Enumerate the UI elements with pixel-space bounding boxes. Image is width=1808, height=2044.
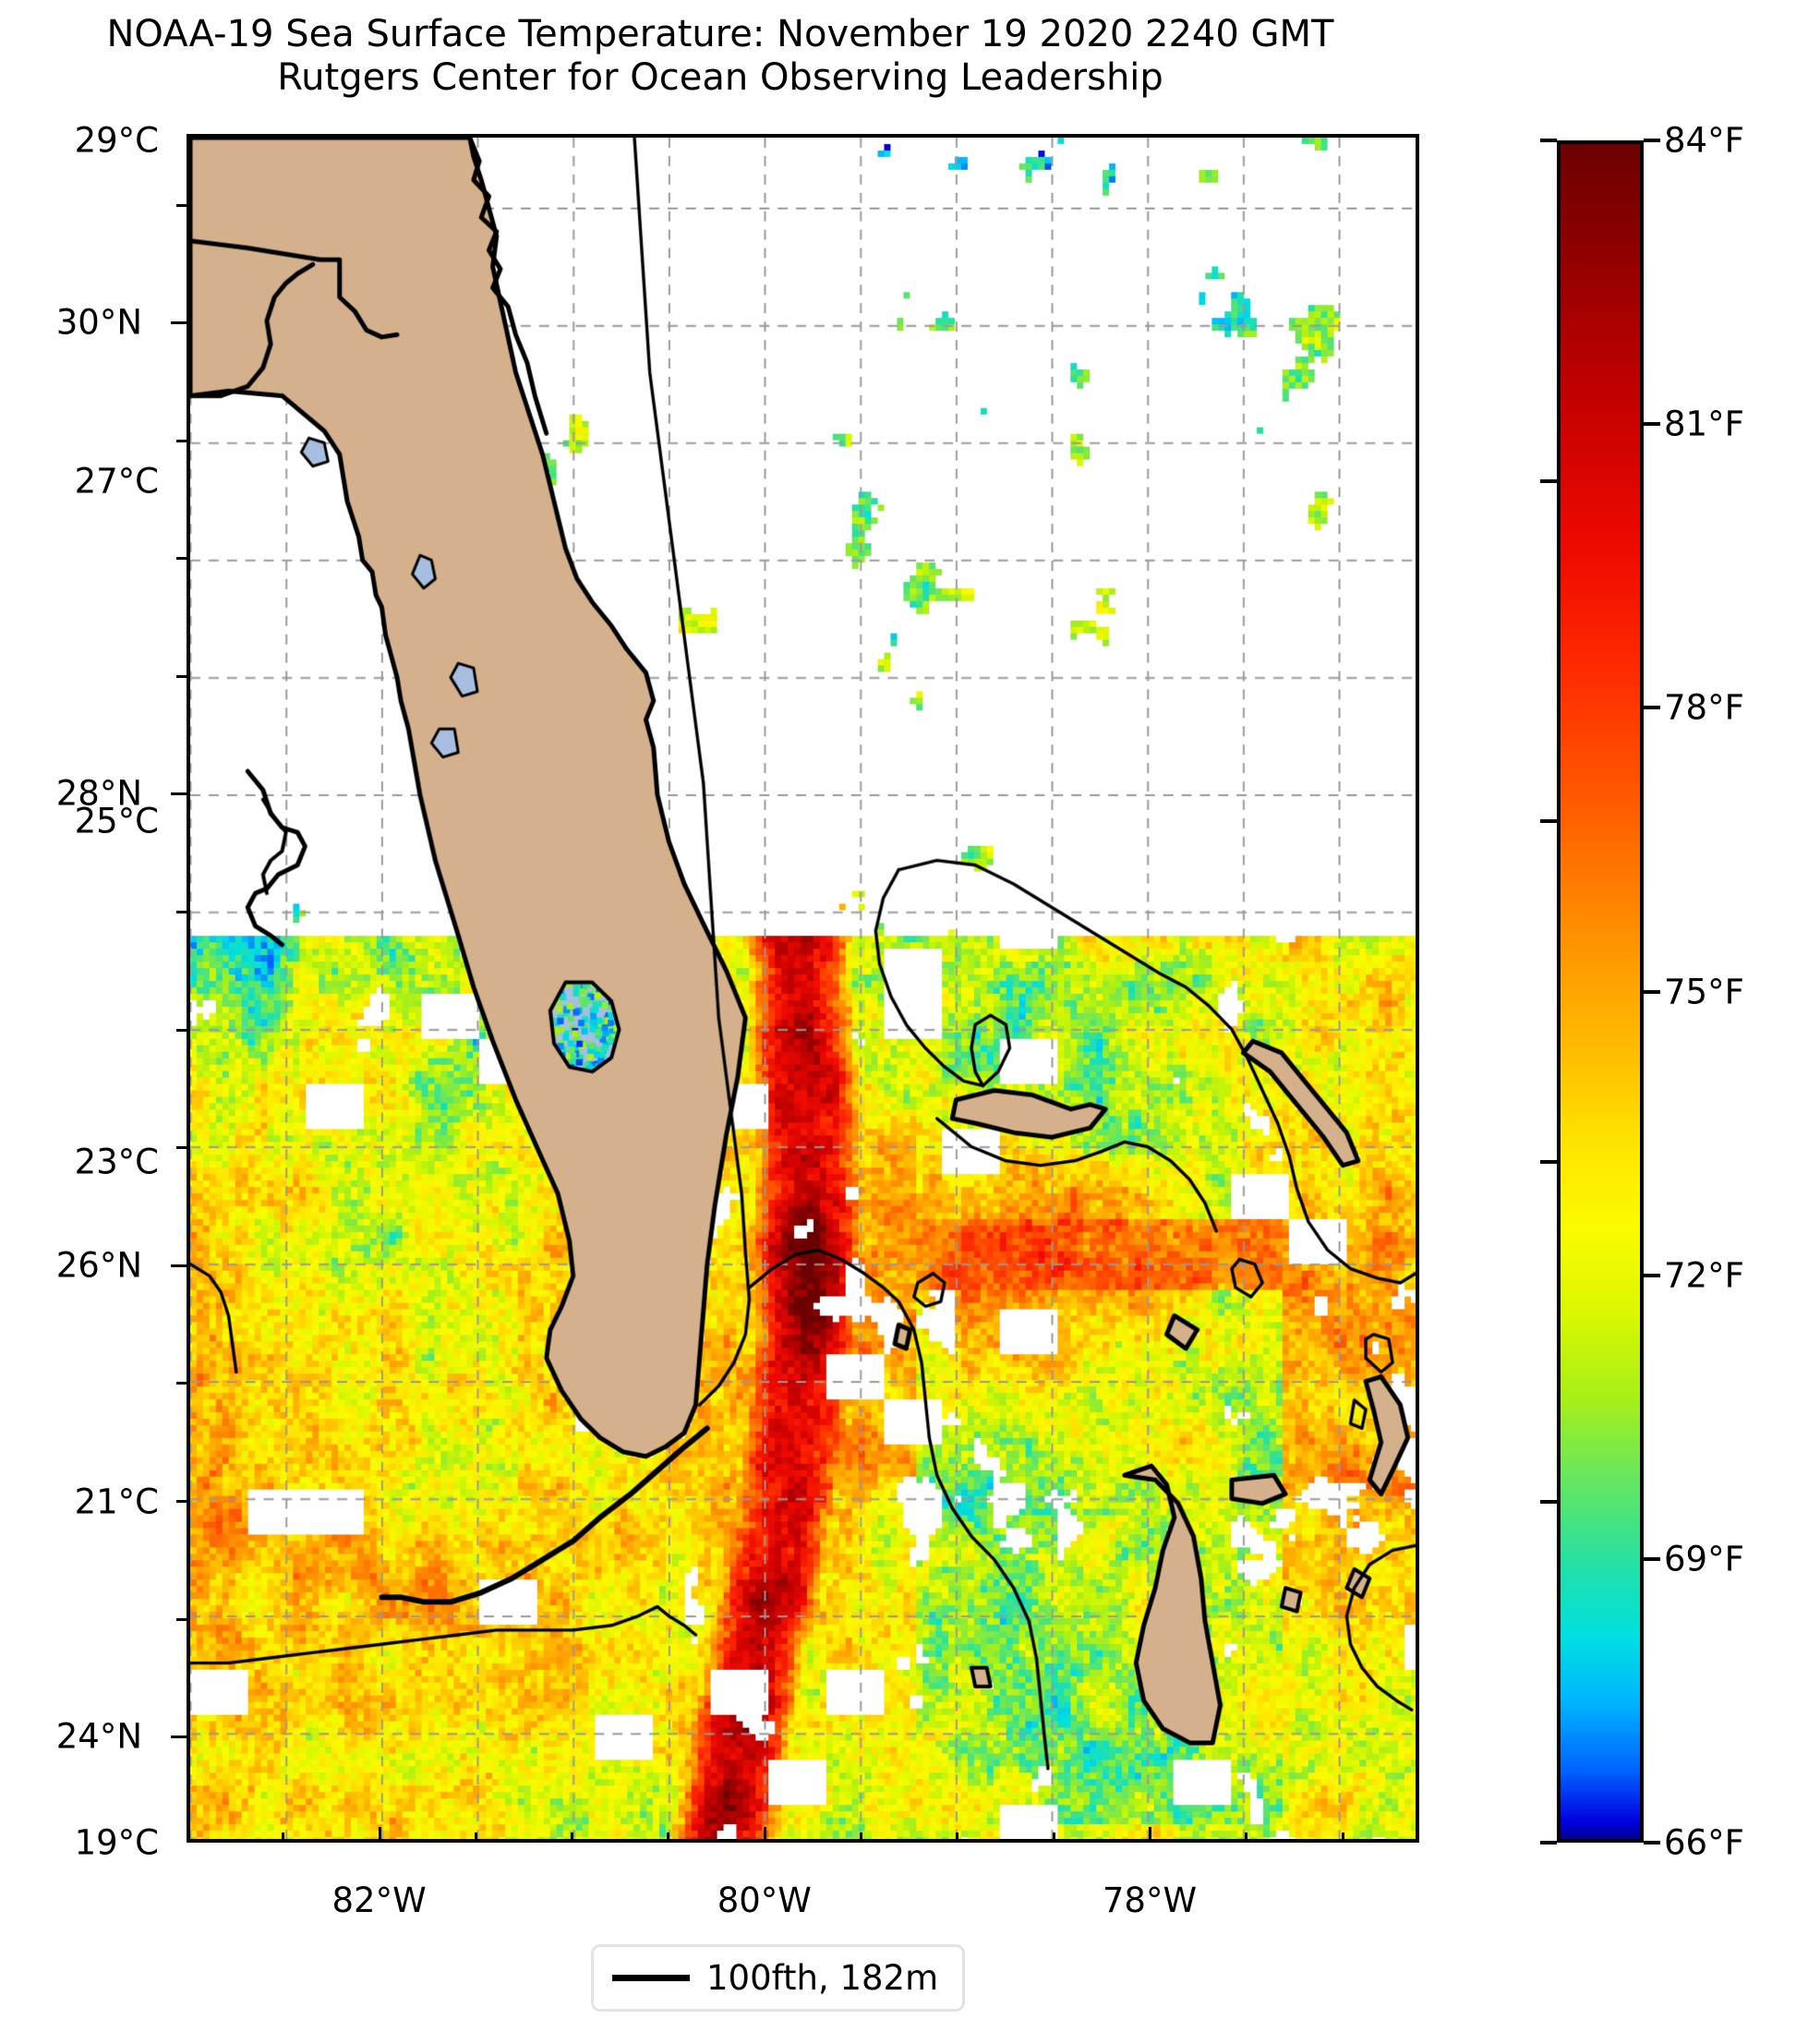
lat-tick-label: 26°N <box>55 1245 142 1286</box>
colorbar-label-fahrenheit: 78°F <box>1664 687 1744 728</box>
lat-tick-minor <box>176 1500 187 1503</box>
lon-tick-minor <box>571 1832 574 1843</box>
colorbar-tick-celsius <box>1540 1500 1557 1505</box>
longitude-label-layer: 82°W 80°W 78°W <box>187 1858 1419 1920</box>
colorbar-label-fahrenheit: 66°F <box>1664 1822 1744 1863</box>
lat-tick-minor <box>176 911 187 914</box>
lat-tick-minor <box>176 557 187 561</box>
lat-tick-major <box>171 1736 187 1739</box>
colorbar-tick-fahrenheit <box>1644 989 1660 994</box>
lon-tick-minor <box>1245 1832 1248 1843</box>
lat-tick-minor <box>176 1146 187 1150</box>
lon-tick-major <box>763 1827 766 1843</box>
lat-tick-major <box>171 1264 187 1267</box>
lon-tick-minor <box>282 1832 285 1843</box>
sst-heatmap-canvas[interactable] <box>190 138 1416 1839</box>
lat-tick-major <box>171 792 187 796</box>
lon-tick-minor <box>860 1832 863 1843</box>
colorbar-label-fahrenheit: 84°F <box>1664 120 1744 161</box>
colorbar-tick-fahrenheit <box>1644 422 1660 427</box>
colorbar-label-fahrenheit: 75°F <box>1664 972 1744 1011</box>
chart-title-line1: NOAA-19 Sea Surface Temperature: Novembe… <box>106 13 1334 55</box>
colorbar-tick-celsius <box>1540 1159 1557 1164</box>
lon-tick-label: 80°W <box>717 1881 812 1920</box>
lon-tick-label: 78°W <box>1102 1881 1198 1920</box>
sst-map-axes[interactable] <box>187 134 1419 1843</box>
colorbar-tick-fahrenheit <box>1644 1556 1660 1561</box>
latitude-label-layer: 30°N 28°N 26°N 24°N <box>0 134 166 1843</box>
colorbar-tick-celsius <box>1540 1841 1557 1844</box>
temperature-colorbar[interactable] <box>1557 140 1644 1843</box>
colorbar-tick-celsius <box>1540 139 1557 142</box>
lat-tick-minor <box>176 439 187 442</box>
chart-title-block: NOAA-19 Sea Surface Temperature: Novembe… <box>0 13 1440 100</box>
lon-tick-minor <box>1052 1832 1055 1843</box>
lon-tick-label: 82°W <box>331 1881 427 1920</box>
lat-tick-minor <box>176 1382 187 1385</box>
lat-tick-minor <box>176 1028 187 1032</box>
colorbar-tick-fahrenheit <box>1644 139 1660 142</box>
colorbar-tick-fahrenheit <box>1644 1841 1660 1844</box>
lat-tick-minor <box>176 674 187 678</box>
lon-tick-major <box>1148 1827 1151 1843</box>
lat-tick-label: 24°N <box>55 1716 142 1757</box>
lon-tick-minor <box>1341 1832 1344 1843</box>
lat-tick-label: 28°N <box>55 773 142 814</box>
colorbar-tick-celsius <box>1540 819 1557 824</box>
contour-line-swatch <box>612 1975 690 1981</box>
lat-tick-minor <box>176 1617 187 1621</box>
lon-tick-major <box>378 1827 381 1843</box>
chart-subtitle-line2: Rutgers Center for Ocean Observing Leade… <box>277 56 1163 100</box>
colorbar-label-fahrenheit: 81°F <box>1664 404 1744 444</box>
colorbar-label-fahrenheit: 72°F <box>1664 1255 1744 1296</box>
lon-tick-minor <box>667 1832 670 1843</box>
lon-tick-minor <box>956 1832 959 1843</box>
lat-tick-label: 30°N <box>55 302 142 343</box>
lon-tick-minor <box>474 1832 477 1843</box>
bathymetry-legend[interactable]: 100fth, 182m <box>591 1944 966 2012</box>
colorbar-label-fahrenheit: 69°F <box>1664 1539 1744 1579</box>
lat-tick-minor <box>176 203 187 207</box>
colorbar-tick-fahrenheit <box>1644 1273 1660 1277</box>
colorbar-tick-celsius <box>1540 478 1557 483</box>
lat-tick-major <box>171 321 187 325</box>
legend-label: 100fth, 182m <box>706 1958 939 1998</box>
colorbar-tick-fahrenheit <box>1644 706 1660 710</box>
